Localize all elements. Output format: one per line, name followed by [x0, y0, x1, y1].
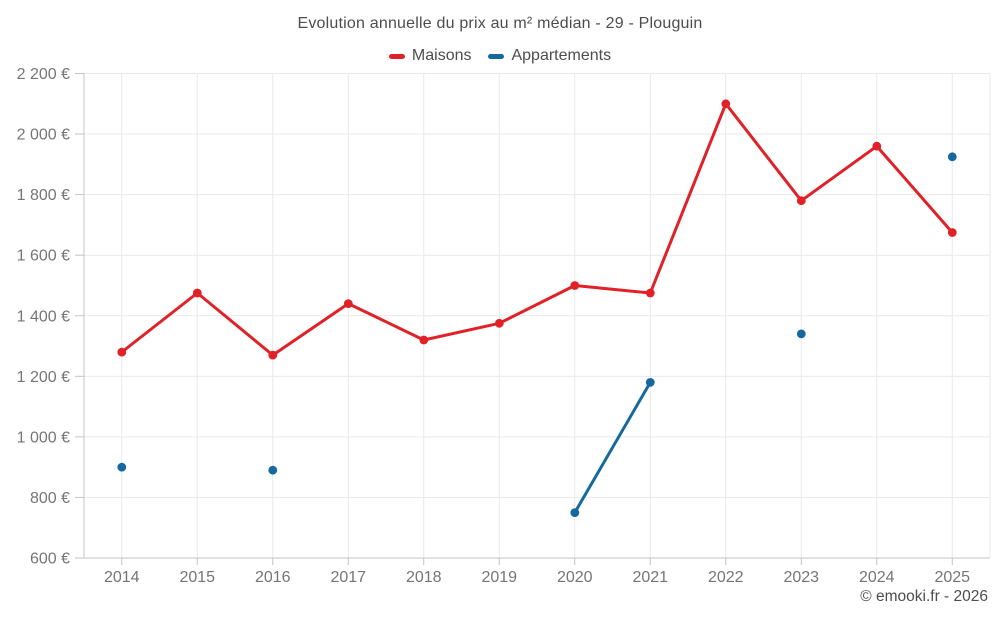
maisons-point-2025[interactable] — [947, 228, 957, 237]
appartements-point-2016[interactable] — [268, 465, 278, 475]
legend-label: Appartements — [511, 47, 612, 64]
maisons-line-segment-0 — [120, 102, 954, 357]
maisons-point-2022[interactable] — [721, 99, 731, 109]
appartements-line-segment-2 — [573, 380, 652, 515]
maisons-point-2019[interactable] — [494, 318, 504, 328]
watermark-credit: © emooki.fr - 2026 — [860, 588, 988, 605]
appartements-point-2025[interactable] — [947, 152, 957, 162]
x-axis-label-2021: 2021 — [632, 569, 668, 586]
maisons-point-2021[interactable] — [645, 288, 655, 298]
chart-title: Evolution annuelle du prix au m² médian … — [297, 15, 703, 32]
maisons-point-2014[interactable] — [117, 347, 127, 357]
legend-marker-maisons — [388, 53, 405, 59]
maisons-point-2024[interactable] — [872, 141, 882, 151]
y-axis-label-1000: 1 000 € — [17, 429, 70, 446]
gridlines — [84, 73, 991, 558]
x-axis-label-2024: 2024 — [859, 569, 895, 586]
maisons-point-2018[interactable] — [419, 335, 429, 345]
legend-label: Maisons — [411, 47, 472, 64]
x-axis-label-2019: 2019 — [481, 569, 517, 586]
maisons-point-2020[interactable] — [570, 281, 580, 290]
series-maisons — [117, 99, 957, 360]
appartements-point-2021[interactable] — [645, 378, 655, 387]
x-axis-label-2014: 2014 — [104, 569, 140, 586]
axes — [75, 73, 990, 565]
y-axis-label-800: 800 € — [30, 490, 70, 507]
y-axis-label-1600: 1 600 € — [17, 248, 70, 265]
y-axis-label-600: 600 € — [30, 551, 70, 568]
x-axis-label-2020: 2020 — [557, 569, 593, 586]
x-axis-label-2018: 2018 — [406, 569, 442, 586]
x-axis-labels: 2014 2015 2016 2017 2018 2019 2020 2021 2022 2023… — [104, 569, 970, 586]
legend-marker-appartements — [488, 53, 505, 59]
x-axis-label-2025: 2025 — [934, 569, 970, 586]
maisons-point-2015[interactable] — [192, 288, 202, 298]
y-axis-label-2200: 2 200 € — [17, 66, 70, 83]
maisons-point-2017[interactable] — [343, 299, 353, 308]
maisons-point-2016[interactable] — [268, 350, 278, 360]
maisons-point-2023[interactable] — [796, 196, 806, 206]
series-appartements — [117, 152, 957, 517]
x-axis-label-2023: 2023 — [783, 569, 819, 586]
x-axis-label-2017: 2017 — [330, 569, 366, 586]
y-axis-labels: 600 € 800 € 1 000 € 1 200 € 1 400 € 1 600 € 1 … — [17, 66, 70, 568]
appartements-point-2014[interactable] — [117, 462, 127, 472]
legend-item-appartements[interactable]: Appartements — [488, 47, 611, 65]
x-axis-label-2016: 2016 — [255, 569, 291, 586]
x-axis-label-2022: 2022 — [708, 569, 744, 586]
chart-legend: Maisons Appartements — [0, 45, 1000, 67]
y-axis-label-1200: 1 200 € — [17, 369, 70, 386]
y-axis-label-1800: 1 800 € — [17, 187, 70, 204]
x-axis-label-2015: 2015 — [179, 569, 215, 586]
appartements-point-2020[interactable] — [570, 508, 580, 517]
legend-item-maisons[interactable]: Maisons — [388, 47, 472, 65]
y-axis-label-2000: 2 000 € — [17, 127, 70, 144]
y-axis-label-1400: 1 400 € — [17, 308, 70, 325]
appartements-point-2023[interactable] — [796, 329, 806, 339]
